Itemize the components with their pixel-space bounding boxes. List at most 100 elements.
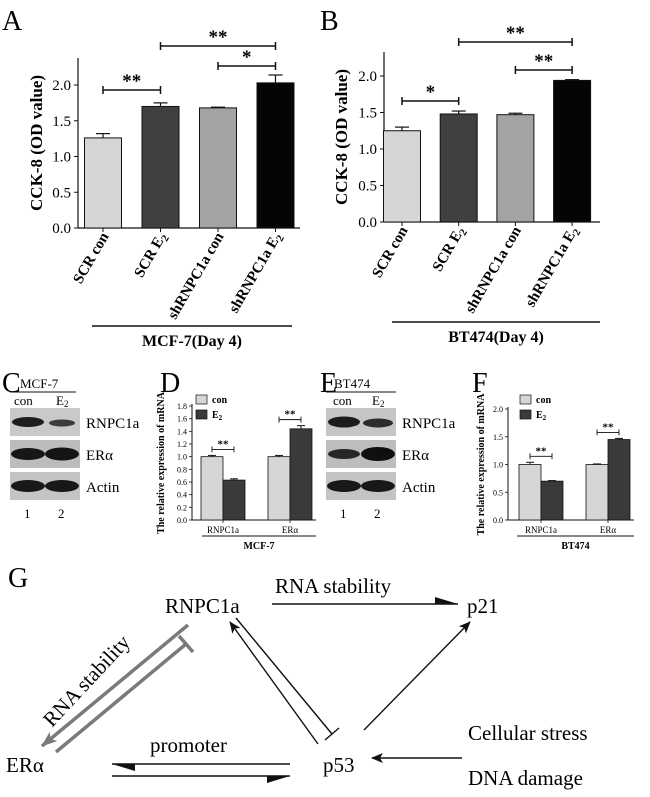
d-bar	[200, 456, 224, 521]
a-y-tick-label: 0.0	[52, 221, 71, 237]
blot-c-row-era: ERα	[86, 448, 113, 464]
a-significance-label: **	[122, 71, 141, 92]
western-blot-e: BT474 con E2 RNPC1a ERα Actin 1 2	[326, 376, 456, 521]
blot-c-row-actin: Actin	[86, 480, 120, 496]
d-bar	[267, 456, 291, 521]
inhibit-rnpc1a-to-p53-bar	[324, 727, 340, 741]
d-x-tick-label: RNPC1a	[207, 525, 239, 535]
d-bar	[222, 479, 246, 521]
panel-letter-f: F	[472, 368, 488, 399]
b-bar	[496, 114, 535, 223]
blot-e-row-rnpc1a: RNPC1a	[402, 416, 456, 432]
a-bar	[84, 137, 122, 229]
arrow-p53-to-p21	[363, 621, 471, 731]
blot-c-lane-con: con	[14, 393, 33, 408]
d-bar	[289, 428, 313, 521]
blot-e-lane-number-1: 1	[340, 506, 347, 521]
edge-label-rna-stability-top: RNA stability	[275, 574, 392, 598]
d-legend-label: con	[212, 395, 227, 406]
western-blot-c: MCF-7 con E2 RNPC1a ERα Actin 1 2	[10, 376, 140, 521]
a-bar	[256, 82, 295, 229]
d-significance-label: **	[285, 409, 297, 421]
d-significance-label: **	[218, 438, 230, 450]
blot-e-row-era: ERα	[402, 448, 429, 464]
a-bar	[141, 105, 180, 229]
f-y-tick-label: 2.0	[493, 405, 503, 414]
arrow-rnpc1a-to-era	[40, 623, 190, 748]
f-legend-label: con	[536, 395, 551, 406]
b-x-tick-label: SCR E2	[430, 224, 470, 276]
chart-f-mrna-bt474: 0.0 0.5 1.0 1.5 2.0 The relative expression o…	[476, 393, 634, 552]
f-legend-label: E2	[536, 410, 547, 422]
b-bar	[439, 113, 478, 223]
b-bar	[553, 79, 592, 223]
node-era: ERα	[6, 753, 44, 777]
blot-e-band-era-1	[328, 449, 360, 459]
a-y-tick-label: 1.5	[52, 114, 71, 130]
inhibit-rnpc1a-to-p53	[235, 617, 333, 735]
panel-letter-d: D	[160, 368, 180, 399]
f-y-tick-label: 0.0	[493, 516, 503, 525]
d-y-tick-label: 0.2	[177, 503, 187, 512]
chart-a-cck8-mcf7: 0.0 0.5 1.0 1.5 2.0 CCK-8 (OD value) SCR con SC…	[27, 27, 300, 350]
a-significance-label: *	[242, 47, 252, 68]
d-footer-label: MCF-7	[243, 541, 274, 552]
a-footer-label: MCF-7(Day 4)	[142, 333, 242, 350]
a-y-tick-label: 2.0	[52, 78, 71, 94]
d-y-tick-label: 1.8	[177, 402, 187, 411]
d-y-tick-label: 0.0	[177, 516, 187, 525]
f-y-tick-label: 0.5	[493, 488, 503, 497]
node-dna-damage: DNA damage	[468, 766, 583, 790]
b-y-tick-label: 1.5	[358, 106, 377, 122]
f-bar	[607, 439, 631, 521]
blot-e-lane-e2: E2	[372, 393, 384, 409]
f-bar	[518, 464, 542, 521]
arrow-p53-to-rnpc1a	[229, 621, 319, 745]
b-y-tick-label: 1.0	[358, 142, 377, 158]
f-x-tick-label: RNPC1a	[525, 525, 557, 535]
d-y-tick-label: 1.2	[177, 440, 187, 449]
f-legend-swatch	[519, 409, 532, 420]
edge-label-promoter: promoter	[150, 733, 227, 757]
blot-c-cell-label: MCF-7	[20, 376, 59, 391]
f-x-tick-label: ERα	[600, 525, 617, 535]
b-y-tick-label: 0.0	[358, 215, 377, 231]
node-p21: p21	[467, 594, 499, 618]
panel-letter-a: A	[2, 6, 23, 37]
blot-c-band-rnpc1a-2	[49, 419, 75, 427]
blot-e-band-rnpc1a-2	[363, 418, 393, 428]
blot-e-lane-con: con	[333, 393, 352, 408]
blot-c-band-era-2	[45, 447, 79, 461]
b-significance-label: **	[534, 51, 553, 72]
f-bar	[540, 480, 564, 521]
f-y-tick-label: 1.0	[493, 461, 503, 470]
a-significance-label: **	[209, 27, 228, 48]
b-x-tick-label: shRNPC1a E2	[523, 224, 584, 311]
panel-letter-b: B	[320, 6, 339, 37]
b-y-tick-label: 2.0	[358, 69, 377, 85]
inhibit-era-to-rnpc1a-bar	[177, 634, 195, 654]
blot-c-lane-number-1: 1	[24, 506, 31, 521]
a-bar	[199, 107, 237, 229]
f-significance-label: **	[603, 421, 615, 433]
f-y-axis-label: The relative expression of mRNA	[476, 393, 487, 536]
f-legend-swatch	[519, 394, 532, 405]
b-x-tick-label: SCR con	[369, 223, 411, 280]
b-y-axis-label: CCK-8 (OD value)	[332, 69, 351, 205]
d-y-tick-label: 1.4	[177, 427, 187, 436]
blot-e-band-era-2	[361, 447, 395, 461]
d-x-tick-label: ERα	[282, 525, 299, 535]
b-bar	[383, 130, 421, 223]
a-y-axis-label: CCK-8 (OD value)	[27, 75, 46, 211]
blot-c-lane-number-2: 2	[58, 506, 65, 521]
d-legend-swatch	[195, 409, 208, 420]
panel-letter-g: G	[8, 563, 28, 594]
node-cellular-stress: Cellular stress	[468, 721, 588, 745]
blot-c-lane-e2: E2	[56, 393, 68, 409]
f-y-tick-label: 1.5	[493, 433, 503, 442]
blot-c-row-rnpc1a: RNPC1a	[86, 416, 140, 432]
blot-e-band-actin-2	[361, 480, 395, 492]
f-bar	[585, 464, 609, 521]
d-y-tick-label: 1.6	[177, 415, 187, 424]
